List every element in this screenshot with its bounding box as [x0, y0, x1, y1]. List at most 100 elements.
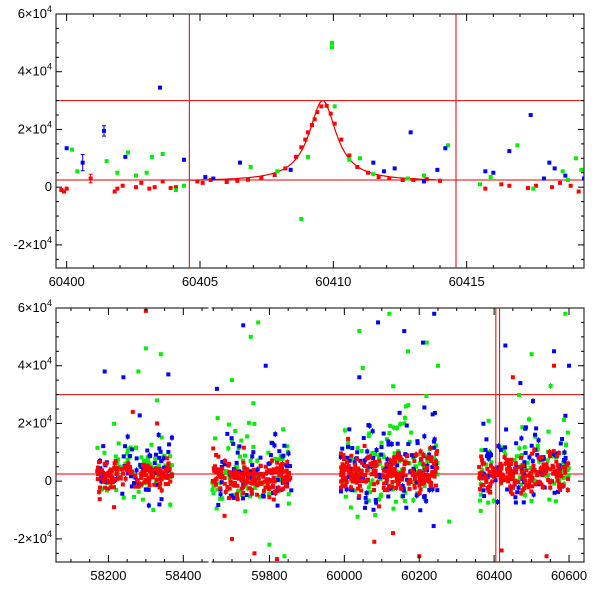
- blue-data-point: [401, 486, 406, 491]
- green-data-point: [210, 487, 215, 492]
- blue-data-point: [481, 421, 486, 426]
- red-data-point: [128, 465, 133, 470]
- red-data-point: [287, 477, 292, 482]
- blue-data-point: [347, 458, 352, 463]
- blue-data-point: [378, 475, 383, 480]
- red-outlier-point: [510, 375, 515, 380]
- green-data-point: [251, 444, 256, 449]
- green-data-point: [562, 481, 567, 486]
- green-data-point: [215, 487, 220, 492]
- red-data-point: [227, 470, 232, 475]
- red-data-point: [352, 477, 357, 482]
- green-data-point: [366, 434, 371, 439]
- blue-data-point: [422, 494, 427, 499]
- red-data-point: [532, 468, 537, 473]
- red-data-point: [242, 466, 247, 471]
- green-data-point: [376, 454, 381, 459]
- green-data-point: [378, 477, 383, 482]
- green-data-point: [517, 475, 522, 480]
- red-data-point: [102, 485, 107, 490]
- blue-data-point: [121, 454, 126, 459]
- red-data-point: [247, 486, 252, 491]
- red-data-point: [267, 486, 272, 491]
- red-data-point: [263, 471, 268, 476]
- red-data-point: [251, 474, 256, 479]
- red-data-point: [157, 485, 162, 490]
- green-data-point: [115, 461, 120, 466]
- red-data-point: [120, 183, 125, 188]
- blue-data-point: [483, 169, 488, 174]
- y-tick-exponent: 4: [47, 298, 52, 308]
- red-data-point: [412, 459, 417, 464]
- green-data-point: [402, 415, 407, 420]
- red-data-point: [351, 466, 356, 471]
- red-data-point: [262, 479, 267, 484]
- red-data-point: [425, 472, 430, 477]
- green-data-point: [409, 430, 414, 435]
- blue-data-point: [430, 465, 435, 470]
- red-data-point: [104, 473, 109, 478]
- red-data-point: [384, 479, 389, 484]
- red-data-point: [498, 480, 503, 485]
- red-data-point: [429, 459, 434, 464]
- red-data-point: [558, 473, 563, 478]
- red-data-point: [102, 471, 107, 476]
- green-data-point: [159, 435, 164, 440]
- red-data-point: [141, 462, 146, 467]
- blue-outlier-point: [215, 386, 220, 391]
- red-data-point: [339, 470, 344, 475]
- red-data-point: [234, 494, 239, 499]
- red-outlier-point: [274, 557, 279, 562]
- y-tick-label: 6×104: [18, 4, 52, 21]
- red-data-point: [233, 468, 238, 473]
- red-data-point: [504, 457, 509, 462]
- red-data-point: [533, 482, 538, 487]
- red-data-point: [488, 481, 493, 486]
- red-data-point: [235, 497, 240, 502]
- red-data-point: [432, 461, 437, 466]
- blue-data-point: [514, 441, 519, 446]
- red-data-point: [160, 179, 165, 184]
- green-outlier-point: [158, 352, 163, 357]
- blue-data-point: [381, 431, 386, 436]
- red-data-point: [120, 471, 125, 476]
- blue-data-point: [138, 462, 143, 467]
- red-data-point: [518, 455, 523, 460]
- blue-data-point: [250, 463, 255, 468]
- blue-data-point: [345, 444, 350, 449]
- red-data-point: [152, 185, 157, 190]
- green-data-point: [368, 490, 373, 495]
- red-data-point: [249, 491, 254, 496]
- y-tick-mantissa: 4×10: [18, 358, 47, 373]
- red-data-point: [241, 445, 246, 450]
- blue-data-point: [344, 487, 349, 492]
- red-data-point: [88, 176, 93, 181]
- red-data-point: [159, 477, 164, 482]
- red-data-point: [154, 477, 159, 482]
- red-data-point: [425, 477, 430, 482]
- blue-outlier-point: [263, 363, 268, 368]
- red-data-point: [139, 475, 144, 480]
- top-plot-area: [56, 14, 584, 268]
- green-data-point: [379, 440, 384, 445]
- red-data-point: [538, 466, 543, 471]
- red-data-point: [382, 481, 387, 486]
- green-data-point: [484, 462, 489, 467]
- green-data-point: [548, 383, 553, 388]
- red-data-point: [258, 463, 263, 468]
- blue-data-point: [409, 453, 414, 458]
- blue-data-point: [371, 160, 376, 165]
- blue-data-point: [370, 429, 375, 434]
- y-tick-mantissa: 2×10: [18, 415, 47, 430]
- blue-data-point: [400, 484, 405, 489]
- green-data-point: [566, 466, 571, 471]
- green-data-point: [546, 429, 551, 434]
- green-data-point: [532, 478, 537, 483]
- red-data-point: [557, 481, 562, 486]
- red-data-point: [315, 110, 320, 115]
- y-tick-label: 0: [45, 179, 52, 194]
- red-data-point: [563, 466, 568, 471]
- green-data-point: [241, 458, 246, 463]
- green-data-point: [243, 509, 248, 514]
- blue-data-point: [345, 455, 350, 460]
